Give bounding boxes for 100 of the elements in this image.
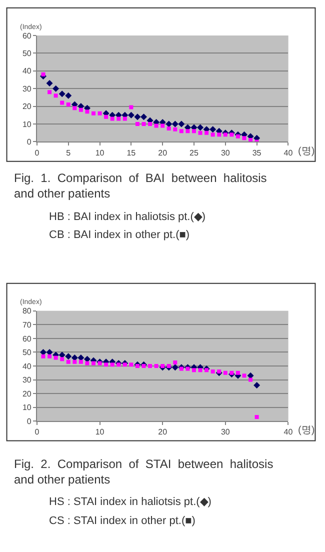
y-tick-label: 0 [26,138,32,147]
point [98,361,102,366]
point [254,382,260,389]
text: HS : STAI index in haliotsis pt.(◆) [49,496,212,508]
point [142,122,146,126]
point [60,357,64,362]
point [254,414,259,419]
point [71,354,78,361]
x-tick-label: 25 [190,148,199,158]
x-tick-label: 5 [66,148,72,158]
text: CB : BAI index in other pt.(■) [49,229,190,241]
point [186,129,190,134]
point [72,106,77,110]
point [192,129,196,134]
text: CS : STAI index in other pt.(■) [49,515,196,527]
point [135,364,140,368]
point [217,370,222,374]
point [48,90,52,94]
x-tick-label: 35 [252,148,262,158]
point [129,362,134,367]
point [154,124,158,128]
point [65,92,72,99]
y-tick-label: 60 [22,31,32,40]
point [204,130,209,135]
point [72,360,77,364]
point [242,136,246,140]
point [230,132,234,137]
point [166,126,171,130]
y-tick-label: 10 [22,403,32,412]
point [173,360,178,365]
point [210,370,215,374]
y-tick-label: 20 [22,389,32,398]
y-tick-label: 30 [22,376,32,385]
point [236,134,240,138]
point [230,370,234,375]
point [140,114,147,120]
point [198,368,202,372]
x-tick-label: 30 [220,148,230,158]
point [116,362,121,367]
y-tick-label: 50 [22,348,32,358]
point [129,105,134,110]
point [46,348,53,356]
y-tick-label: 20 [22,102,32,112]
point [60,100,64,105]
point [41,72,46,76]
text: Fig. 2. Comparison of STAI between halitosis and other patients [14,457,274,487]
text: HB : BAI index in haliotsis pt.(◆) [49,211,206,223]
y-tick-label: 30 [22,84,32,94]
point [172,364,178,371]
point [210,132,215,137]
y-tick-label: 60 [22,334,32,344]
point [48,354,52,358]
point [198,130,202,135]
x-tick-label: 40 [284,148,294,158]
x-axis-title: (명) [298,425,315,436]
point [242,374,246,378]
point [85,110,90,114]
point [248,378,253,382]
point [40,348,47,356]
point [110,362,114,367]
point [154,364,158,368]
point [134,114,141,120]
point [204,368,209,372]
point [98,111,102,116]
point [223,370,228,375]
point [236,370,240,375]
point [160,124,165,128]
point [179,366,184,371]
point [148,122,152,126]
point [104,362,108,367]
x-axis-title: (명) [298,146,315,157]
y-tick-label: 40 [22,66,32,76]
point [58,90,66,98]
point [66,102,70,107]
point [223,132,228,137]
point [46,80,53,87]
point [92,111,96,116]
point [142,364,146,368]
point [66,360,70,364]
point [78,108,83,112]
x-tick-label: 0 [34,148,40,158]
point [217,132,222,137]
x-tick-label: 15 [126,148,136,158]
point [104,114,108,119]
x-tick-label: 10 [95,148,105,158]
point [41,354,46,358]
point [122,116,127,121]
point [52,85,60,92]
point [78,354,84,361]
point [210,126,216,133]
point [92,361,96,366]
point [58,352,66,358]
point [135,122,140,126]
y-tick-label: 10 [22,120,32,129]
point [65,353,72,360]
point [173,127,178,132]
point [179,129,184,134]
y-tick-label: 50 [22,48,32,58]
point [85,361,90,366]
point [54,356,58,360]
